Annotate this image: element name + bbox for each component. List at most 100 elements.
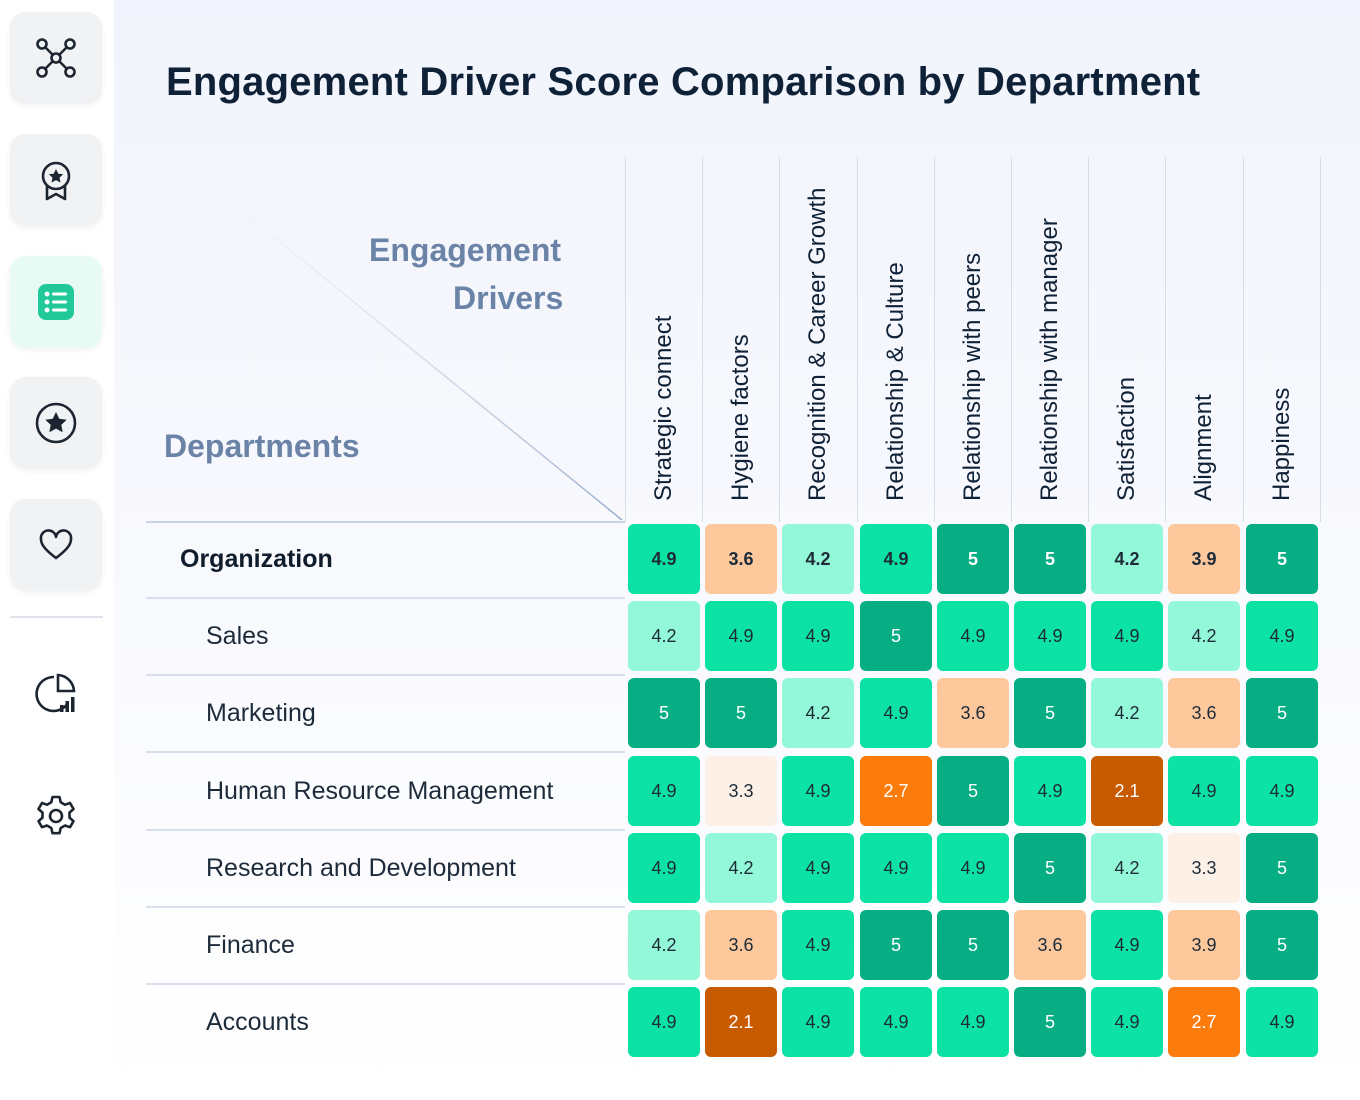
column-separator [1088,157,1089,522]
sidebar-item-analytics[interactable] [10,648,102,740]
heatmap-cell[interactable]: 5 [628,678,700,748]
column-header: Happiness [1268,387,1295,501]
row-separator [146,597,625,599]
heatmap-cell[interactable]: 2.1 [1091,756,1163,826]
sidebar-item-award[interactable] [10,134,102,226]
heatmap-cell[interactable]: 4.9 [782,756,854,826]
heatmap-cell[interactable]: 5 [1246,678,1318,748]
heart-icon [39,529,73,560]
heatmap-cell[interactable]: 4.9 [1168,756,1240,826]
heatmap-cell[interactable]: 4.9 [628,756,700,826]
row-separator [146,751,625,753]
heatmap-cell[interactable]: 5 [937,910,1009,980]
x-axis-title-line2: Drivers [453,280,564,316]
heatmap-cell[interactable]: 5 [937,756,1009,826]
heatmap-cell[interactable]: 4.9 [782,833,854,903]
heatmap-cell[interactable]: 4.2 [1091,833,1163,903]
heatmap-cell[interactable]: 4.9 [937,833,1009,903]
heatmap-cell[interactable]: 4.9 [782,987,854,1057]
heatmap-cell[interactable]: 4.9 [782,910,854,980]
star-icon [35,402,77,444]
heatmap-cell[interactable]: 4.9 [1091,987,1163,1057]
heatmap-cell[interactable]: 4.9 [860,833,932,903]
heatmap-cell[interactable]: 4.9 [628,833,700,903]
heatmap-cell[interactable]: 5 [1014,678,1086,748]
heatmap-cell[interactable]: 2.1 [705,987,777,1057]
heatmap-cell[interactable]: 4.2 [628,601,700,671]
sidebar-item-wellbeing[interactable] [10,499,102,591]
heatmap-cell[interactable]: 5 [1246,524,1318,594]
row-label-organization: Organization [180,545,333,573]
column-separator [934,157,935,522]
heatmap-cell[interactable]: 4.9 [1091,910,1163,980]
sidebar-item-favorites[interactable] [10,377,102,469]
heatmap-cell[interactable]: 4.2 [782,524,854,594]
heatmap-cell[interactable]: 4.9 [705,601,777,671]
row-label: Accounts [206,1008,309,1036]
award-icon [41,161,71,201]
heatmap-cell[interactable]: 4.9 [860,987,932,1057]
column-separator [702,157,703,522]
column-header: Relationship with peers [959,252,986,501]
heatmap-cell[interactable]: 3.3 [1168,833,1240,903]
heatmap-cell[interactable]: 4.2 [705,833,777,903]
heatmap-cell[interactable]: 4.9 [1246,756,1318,826]
heatmap-cell[interactable]: 4.9 [1014,601,1086,671]
column-header: Recognition & Career Growth [804,187,831,501]
heatmap-cell[interactable]: 4.9 [937,601,1009,671]
network-icon [36,38,76,78]
heatmap-cell[interactable]: 3.6 [705,910,777,980]
column-separator [857,157,858,522]
heatmap-cell[interactable]: 5 [1246,910,1318,980]
row-label: Research and Development [206,854,516,882]
heatmap-cell[interactable]: 4.9 [1091,601,1163,671]
heatmap-cell[interactable]: 5 [1246,833,1318,903]
heatmap-cell[interactable]: 5 [1014,524,1086,594]
heatmap-cell[interactable]: 4.9 [860,678,932,748]
row-separator [146,829,625,831]
heatmap-cell[interactable]: 4.9 [1246,987,1318,1057]
heatmap-cell[interactable]: 5 [1014,987,1086,1057]
heatmap-cell[interactable]: 4.2 [782,678,854,748]
heatmap-cell[interactable]: 3.6 [705,524,777,594]
heatmap-cell[interactable]: 5 [860,601,932,671]
heatmap-cell[interactable]: 3.9 [1168,524,1240,594]
column-header: Alignment [1190,394,1217,501]
heatmap-cell[interactable]: 4.9 [1014,756,1086,826]
sidebar-item-network[interactable] [10,12,102,104]
heatmap-cell[interactable]: 3.6 [1014,910,1086,980]
heatmap-cell[interactable]: 4.9 [628,987,700,1057]
heatmap-cell[interactable]: 5 [1014,833,1086,903]
column-separator [1320,157,1321,522]
heatmap-cell[interactable]: 3.6 [1168,678,1240,748]
column-header: Relationship & Culture [882,262,909,501]
heatmap-cell[interactable]: 5 [860,910,932,980]
row-label: Finance [206,931,295,959]
column-header: Satisfaction [1113,376,1140,501]
column-separator [625,157,626,522]
heatmap-cell[interactable]: 4.2 [628,910,700,980]
heatmap-cell[interactable]: 3.9 [1168,910,1240,980]
heatmap-cell[interactable]: 4.9 [628,524,700,594]
heatmap-cell[interactable]: 3.6 [937,678,1009,748]
heatmap-cell[interactable]: 4.2 [1168,601,1240,671]
settings-icon [37,795,75,835]
heatmap-cell[interactable]: 4.9 [1246,601,1318,671]
sidebar-item-list[interactable] [10,256,102,348]
heatmap-cell[interactable]: 2.7 [1168,987,1240,1057]
column-header: Relationship with manager [1036,218,1063,501]
heatmap-cell[interactable]: 5 [937,524,1009,594]
heatmap-cell[interactable]: 4.9 [860,524,932,594]
heatmap-cell[interactable]: 2.7 [860,756,932,826]
list-icon [38,284,74,320]
heatmap-cell[interactable]: 4.9 [937,987,1009,1057]
heatmap-cell[interactable]: 4.2 [1091,524,1163,594]
heatmap-cell[interactable]: 4.9 [782,601,854,671]
sidebar-item-settings[interactable] [10,770,102,862]
column-separator [1165,157,1166,522]
row-label: Human Resource Management [206,777,554,805]
heatmap-cell[interactable]: 5 [705,678,777,748]
heatmap-cell[interactable]: 3.3 [705,756,777,826]
heatmap-cell[interactable]: 4.2 [1091,678,1163,748]
